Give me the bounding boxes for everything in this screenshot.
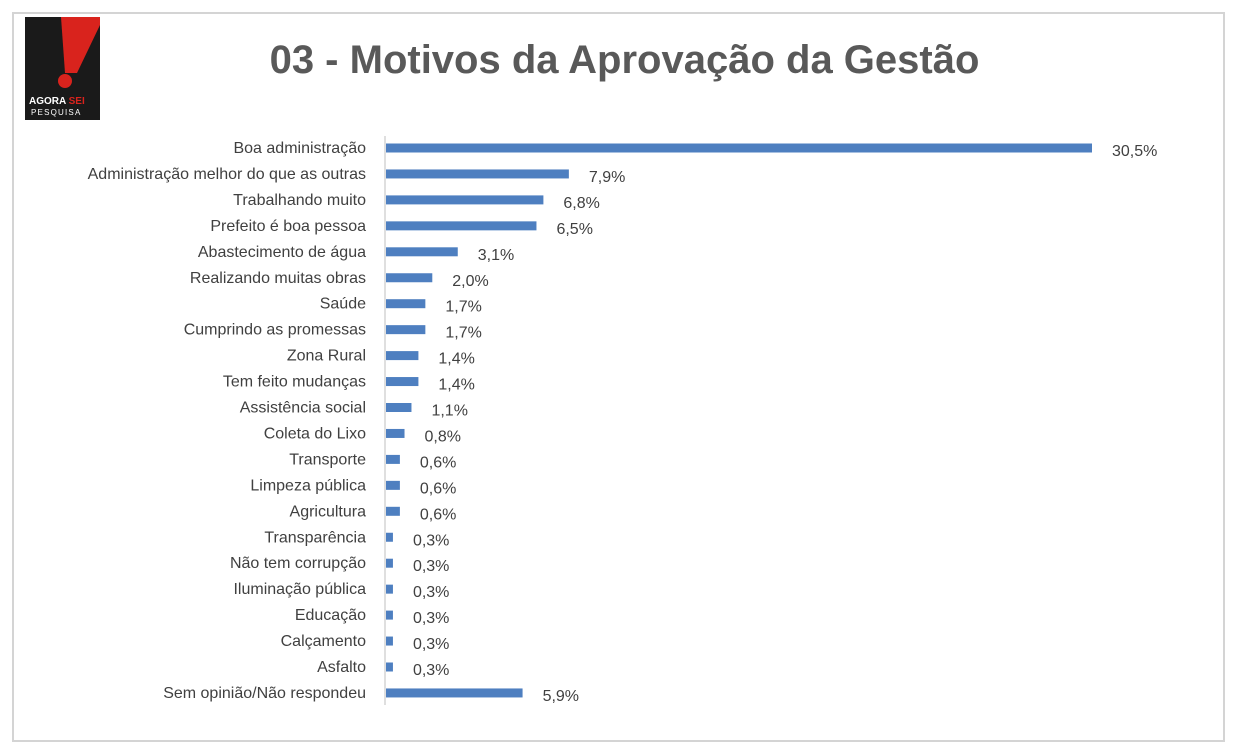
bar <box>386 558 393 568</box>
category-label: Boa administração <box>233 140 366 157</box>
bar <box>386 325 426 335</box>
category-label: Trabalhando muito <box>233 192 366 209</box>
bar <box>386 480 400 490</box>
bar <box>386 351 419 361</box>
bar <box>386 584 393 594</box>
bar <box>386 506 400 516</box>
logo-text-main: AGORA <box>29 96 66 107</box>
bar <box>386 532 393 542</box>
value-label: 0,6% <box>420 480 456 497</box>
value-label: 0,6% <box>420 506 456 523</box>
value-label: 1,7% <box>445 325 481 342</box>
value-label: 0,3% <box>413 558 449 575</box>
category-label: Iluminação pública <box>233 581 366 598</box>
value-label: 0,8% <box>425 428 461 445</box>
bar <box>386 454 400 464</box>
category-label: Prefeito é boa pessoa <box>210 218 366 235</box>
bar <box>386 610 393 620</box>
category-label: Cumprindo as promessas <box>184 322 366 339</box>
logo-text-sub: PESQUISA <box>31 108 82 117</box>
logo-exclamation-dot <box>58 74 72 88</box>
category-label: Tem feito mudanças <box>223 374 366 391</box>
value-label: 1,7% <box>445 299 481 316</box>
value-label: 0,3% <box>413 532 449 549</box>
category-label: Zona Rural <box>287 348 366 365</box>
chart-title: 03 - Motivos da Aprovação da Gestão <box>269 38 980 82</box>
value-label: 2,0% <box>452 273 488 290</box>
category-label: Abastecimento de água <box>198 244 366 261</box>
logo-text-accent: SEI <box>69 96 85 107</box>
value-label: 3,1% <box>478 247 514 264</box>
category-label: Não tem corrupção <box>230 555 366 572</box>
logo-exclamation-stem <box>61 17 100 73</box>
category-label: Realizando muitas obras <box>190 270 366 287</box>
bar <box>386 403 412 412</box>
bar <box>386 688 523 698</box>
bar <box>386 169 569 179</box>
category-label: Sem opinião/Não respondeu <box>163 685 366 702</box>
value-label: 6,5% <box>556 221 592 238</box>
value-label: 0,3% <box>413 636 449 653</box>
value-label: 0,3% <box>413 610 449 627</box>
value-label: 0,3% <box>413 662 449 679</box>
bar <box>386 247 458 257</box>
value-label: 6,8% <box>563 195 599 212</box>
category-label: Educação <box>295 607 366 624</box>
agora-sei-logo: AGORA SEI PESQUISA <box>25 17 100 120</box>
bar <box>386 299 426 309</box>
bar <box>386 662 393 672</box>
value-label: 1,1% <box>431 403 467 420</box>
bar <box>386 221 537 231</box>
bar <box>386 273 433 283</box>
svg-text:AGORA SEI: AGORA SEI <box>29 96 85 107</box>
value-label: 0,6% <box>420 454 456 471</box>
category-label: Administração melhor do que as outras <box>88 166 366 183</box>
value-label: 30,5% <box>1112 143 1157 160</box>
bar <box>386 377 419 387</box>
bar <box>386 636 393 646</box>
value-label: 5,9% <box>543 688 579 705</box>
category-label: Limpeza pública <box>250 477 366 494</box>
value-label: 1,4% <box>438 377 474 394</box>
bars-group: Boa administração 30,5% Administração melh… <box>88 140 1158 705</box>
value-label: 1,4% <box>438 351 474 368</box>
bar <box>386 143 1092 153</box>
category-label: Calçamento <box>281 633 366 650</box>
category-label: Asfalto <box>317 659 366 676</box>
category-label: Transparência <box>264 529 366 546</box>
category-label: Saúde <box>320 296 366 313</box>
bar <box>386 195 544 205</box>
category-label: Coleta do Lixo <box>264 425 366 442</box>
category-label: Transporte <box>289 451 366 468</box>
value-label: 0,3% <box>413 584 449 601</box>
chart-frame <box>12 12 1225 742</box>
value-label: 7,9% <box>589 169 625 186</box>
category-label: Assistência social <box>240 400 366 417</box>
category-label: Agricultura <box>290 503 367 520</box>
bar <box>386 428 405 438</box>
